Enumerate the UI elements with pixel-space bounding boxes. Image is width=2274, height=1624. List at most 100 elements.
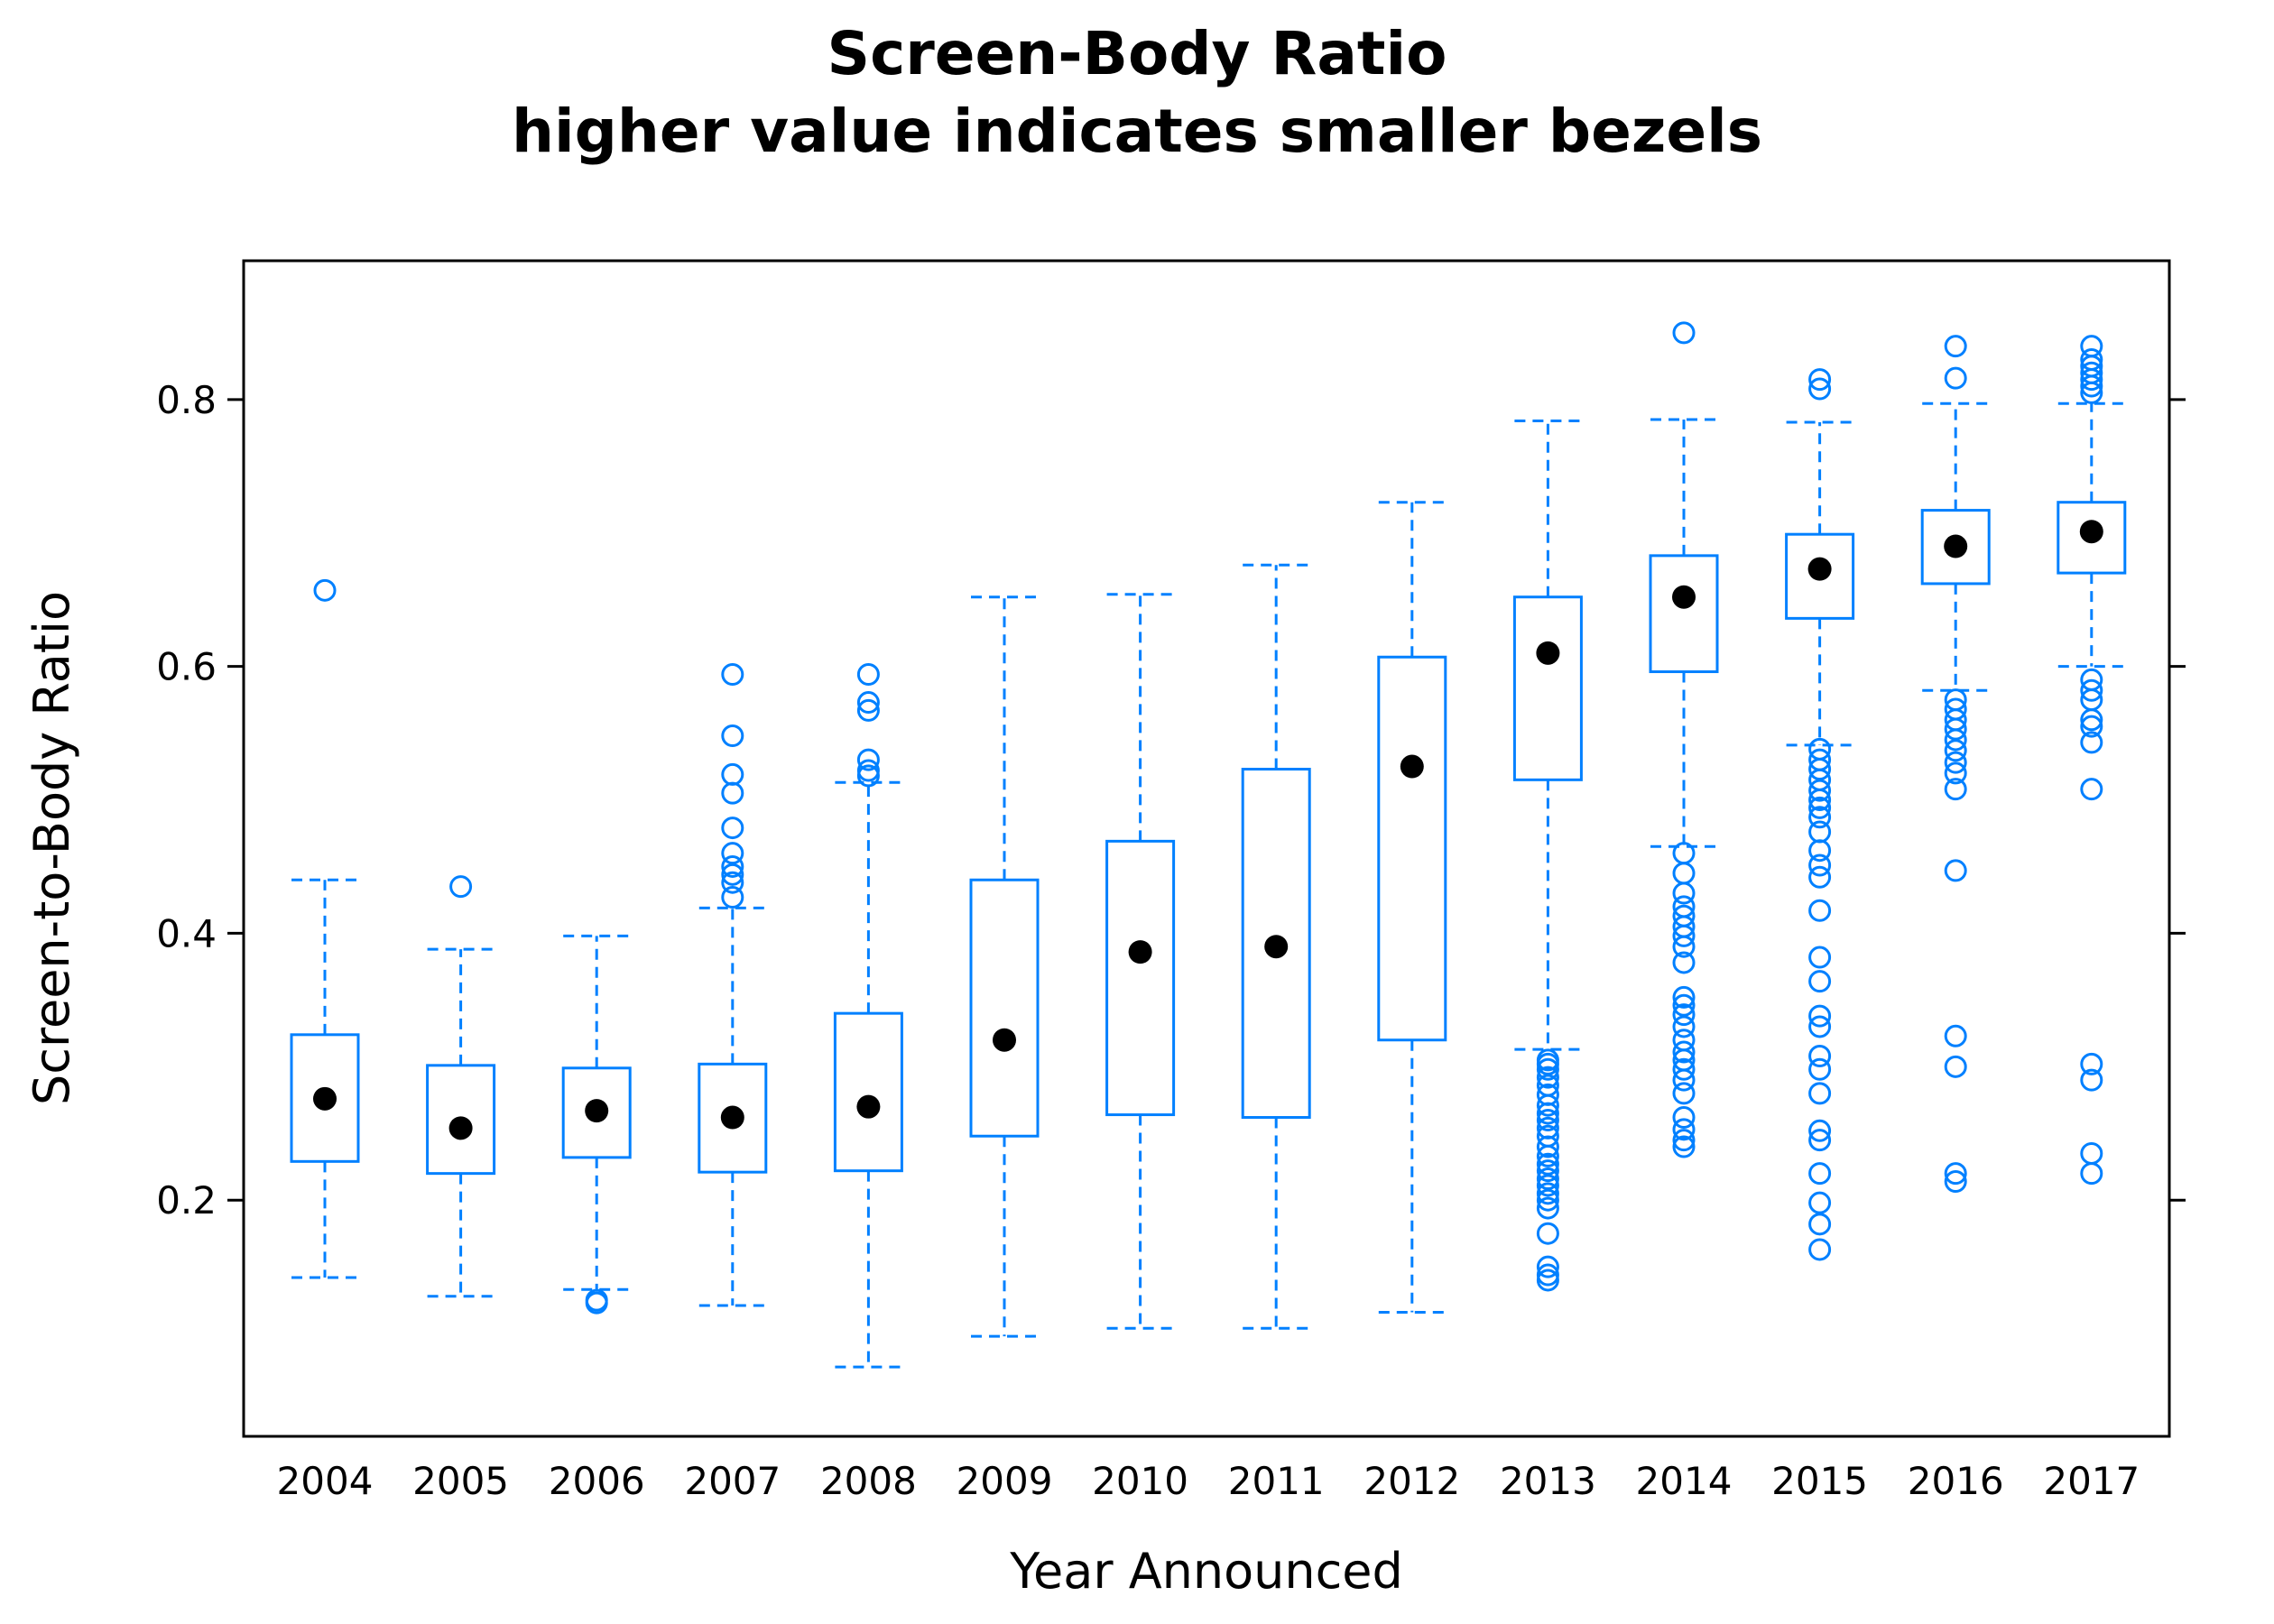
iqr-box xyxy=(1377,655,1447,1042)
outlier-point xyxy=(721,724,744,748)
outlier-point xyxy=(1672,1135,1696,1158)
outlier-point xyxy=(1808,854,1832,877)
outlier-point xyxy=(1944,335,1967,358)
outlier-point xyxy=(2080,368,2103,392)
outlier-point xyxy=(2080,374,2103,398)
outlier-point xyxy=(1536,1196,1559,1220)
outlier-point xyxy=(1808,377,1832,401)
outlier-point xyxy=(1536,1093,1559,1117)
outlier-point xyxy=(1808,757,1832,780)
outlier-point xyxy=(721,871,744,894)
x-tick-label: 2009 xyxy=(957,1459,1053,1503)
y-axis: 0.2 0.4 0.6 0.8 xyxy=(156,378,2186,1223)
outlier-point xyxy=(1536,1108,1559,1131)
iqr-box xyxy=(1649,554,1719,674)
outlier-point xyxy=(1808,1119,1832,1142)
median-dot xyxy=(720,1105,744,1130)
outlier-point xyxy=(1536,1152,1559,1176)
outlier-point xyxy=(1672,985,1696,1009)
outlier-point xyxy=(2080,678,2103,702)
outlier-point xyxy=(2080,708,2103,732)
outlier-point xyxy=(1808,1015,1832,1038)
outlier-point xyxy=(1808,1044,1832,1067)
x-tick-label: 2008 xyxy=(820,1459,917,1503)
outlier-point xyxy=(1808,1238,1832,1261)
y-tick-label: 0.8 xyxy=(156,378,217,422)
median-dot xyxy=(313,1086,337,1111)
median-dot xyxy=(1944,534,1968,558)
box-2015 xyxy=(1785,368,1855,1261)
outlier-point xyxy=(1536,1066,1559,1089)
median-dot xyxy=(993,1028,1016,1052)
outlier-point xyxy=(2080,1162,2103,1186)
outlier-point xyxy=(1808,946,1832,969)
median-dot xyxy=(448,1116,473,1140)
outlier-point xyxy=(1672,924,1696,947)
x-tick-label: 2007 xyxy=(684,1459,781,1503)
box-series xyxy=(290,321,2127,1369)
x-tick-label: 2011 xyxy=(1228,1459,1325,1503)
median-dot xyxy=(1264,935,1289,959)
chart-title: Screen-Body Ratio xyxy=(827,19,1447,88)
box-2006 xyxy=(561,934,632,1315)
median-dot xyxy=(1672,585,1696,609)
outlier-point xyxy=(1808,1191,1832,1214)
box-2017 xyxy=(2057,335,2127,1186)
outlier-point xyxy=(1672,1040,1696,1064)
median-dot xyxy=(856,1094,881,1119)
outlier-point xyxy=(1808,865,1832,889)
outlier-point xyxy=(313,578,337,602)
iqr-box xyxy=(969,878,1040,1138)
outlier-point xyxy=(585,1291,608,1315)
outlier-point xyxy=(721,854,744,878)
outlier-point xyxy=(856,748,880,771)
iqr-box xyxy=(1512,595,1583,781)
box-2010 xyxy=(1105,593,1176,1330)
outlier-point xyxy=(1944,1055,1967,1078)
outlier-point xyxy=(1672,951,1696,974)
x-tick-label: 2004 xyxy=(277,1459,374,1503)
outlier-point xyxy=(1944,1162,1967,1186)
box-2004 xyxy=(290,578,360,1279)
box-2014 xyxy=(1649,321,1719,1158)
outlier-point xyxy=(1536,1255,1559,1278)
box-2011 xyxy=(1241,563,1311,1330)
outlier-point xyxy=(1808,839,1832,863)
box-2005 xyxy=(426,875,496,1298)
outlier-point xyxy=(1536,1222,1559,1245)
outlier-point xyxy=(1672,935,1696,958)
outlier-point xyxy=(1672,881,1696,905)
outlier-point xyxy=(721,781,744,805)
outlier-point xyxy=(1808,1004,1832,1028)
box-2013 xyxy=(1512,419,1583,1292)
outlier-point xyxy=(1536,1269,1559,1292)
median-dot xyxy=(585,1099,609,1123)
outlier-point xyxy=(1672,842,1696,865)
outlier-point xyxy=(1536,1135,1559,1158)
outlier-point xyxy=(1944,859,1967,882)
outlier-point xyxy=(1944,1170,1967,1194)
outlier-point xyxy=(856,691,880,715)
outlier-point xyxy=(1672,1106,1696,1130)
x-tick-label: 2010 xyxy=(1092,1459,1188,1503)
iqr-box xyxy=(833,1011,903,1173)
outlier-point xyxy=(449,875,473,899)
x-tick-label: 2016 xyxy=(1908,1459,2004,1503)
median-dot xyxy=(1128,940,1152,964)
box-2008 xyxy=(833,662,903,1369)
outlier-point xyxy=(1536,1167,1559,1191)
box-2007 xyxy=(698,662,768,1307)
outlier-point xyxy=(1808,1057,1832,1081)
iqr-box xyxy=(1105,839,1176,1117)
outlier-point xyxy=(1536,1174,1559,1197)
x-tick-label: 2013 xyxy=(1500,1459,1596,1503)
outlier-point xyxy=(1808,970,1832,993)
outlier-point xyxy=(1808,1213,1832,1236)
box-2012 xyxy=(1377,501,1447,1314)
x-tick-label: 2017 xyxy=(2043,1459,2140,1503)
outlier-point xyxy=(721,842,744,865)
outlier-point xyxy=(721,762,744,786)
chart-subtitle: higher value indicates smaller bezels xyxy=(512,97,1762,166)
outlier-point xyxy=(1536,1182,1559,1205)
y-tick-label: 0.6 xyxy=(156,645,217,689)
